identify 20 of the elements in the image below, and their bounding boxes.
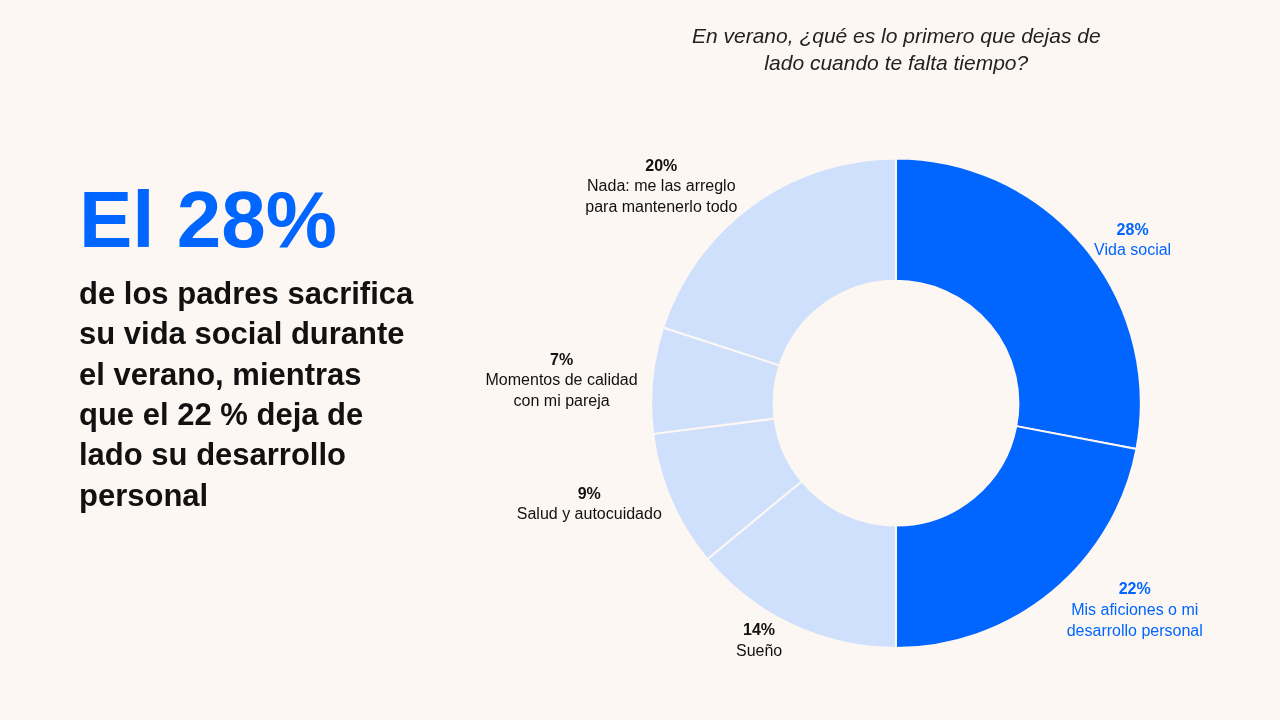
slice-label: Mis aficiones o mi desarrollo personal (1066, 600, 1203, 639)
text: que el 22 % deja de (79, 396, 364, 432)
text: su vida social durante (79, 316, 405, 352)
text: lado su desarrollo (79, 437, 347, 473)
text: el verano, mientras (79, 356, 362, 392)
text: El 28% (79, 175, 337, 264)
slice-label: Vida social (1094, 241, 1172, 259)
data-label: 9% (577, 484, 601, 502)
slice-label: Momentos de calidad con mi pareja (485, 371, 638, 410)
slice-label: Salud y autocuidado (516, 505, 662, 523)
data-label: 22% (1118, 579, 1151, 597)
data-label: 28% (1116, 220, 1149, 238)
slice-label: Sueño (735, 642, 783, 660)
data-label: 20% (645, 156, 678, 174)
text: de los padres sacrifica (79, 276, 415, 311)
data-label: 14% (743, 621, 776, 639)
chart-title: En verano, ¿qué es lo primero que dejas de lado cuando te falta tiempo? (692, 24, 1101, 75)
slice-label: Nada: me las arreglo para mantenerlo todo (585, 177, 738, 216)
text: personal (79, 477, 209, 513)
data-label: 7% (550, 350, 574, 368)
